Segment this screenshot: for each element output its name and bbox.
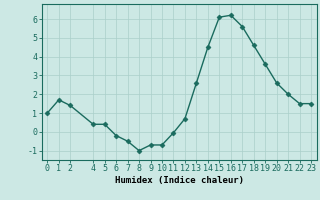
X-axis label: Humidex (Indice chaleur): Humidex (Indice chaleur) [115,176,244,185]
